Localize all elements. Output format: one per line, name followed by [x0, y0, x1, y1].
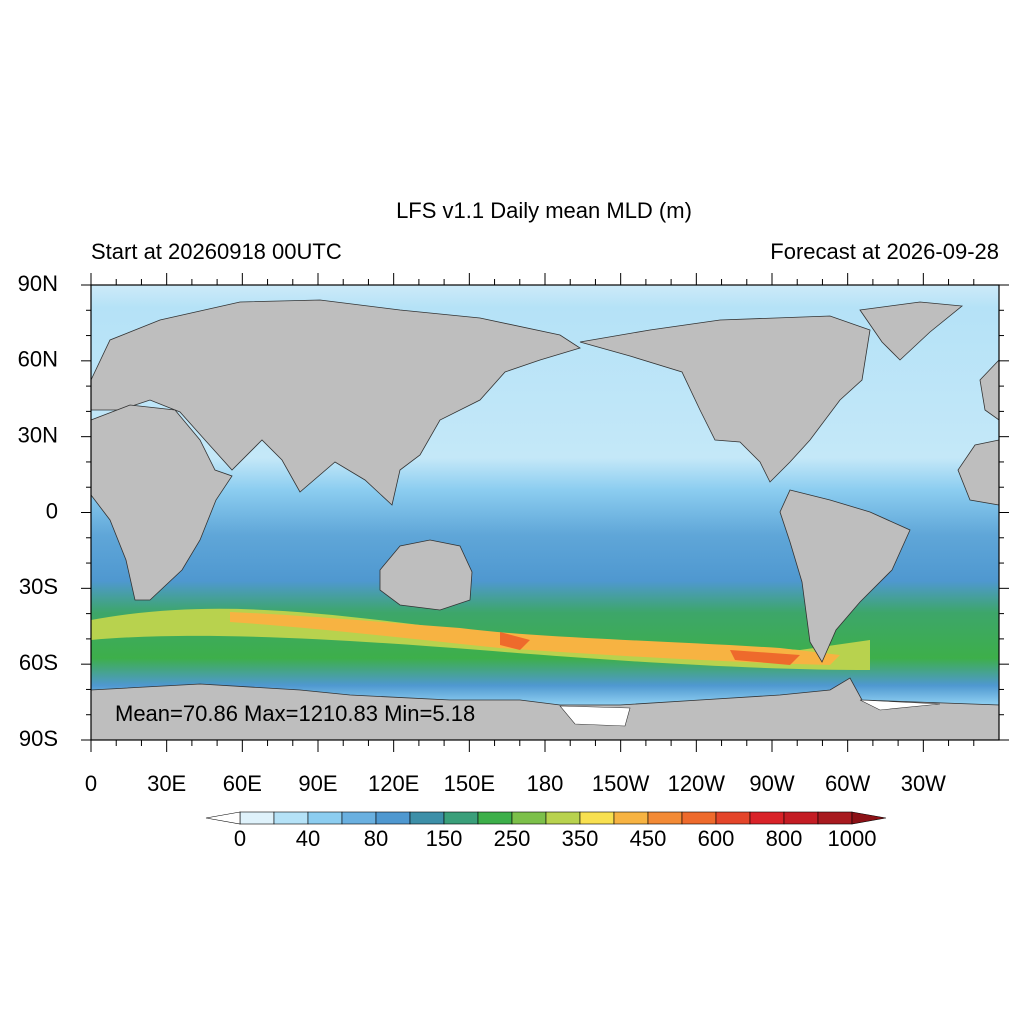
colorbar-label: 450: [630, 826, 667, 851]
colorbar-box: [613, 811, 649, 825]
south-america: [779, 489, 911, 663]
lat-label: 30N: [18, 422, 58, 447]
lon-label: 90W: [749, 771, 794, 796]
lon-label: 30E: [147, 771, 186, 796]
lat-label: 90N: [18, 271, 58, 296]
colorbar-box: [307, 811, 343, 825]
lat-label: 90S: [19, 726, 58, 751]
title: LFS v1.1 Daily mean MLD (m): [396, 198, 692, 223]
colorbar-label: 250: [494, 826, 531, 851]
stats-annotation: Mean=70.86 Max=1210.83 Min=5.18: [115, 701, 475, 726]
lon-label: 60E: [223, 771, 262, 796]
lat-label: 30S: [19, 574, 58, 599]
colorbar-label: 0: [234, 826, 246, 851]
colorbar-box: [375, 811, 411, 825]
colorbar-box: [545, 811, 581, 825]
australia: [379, 539, 473, 611]
lon-label: 120E: [368, 771, 419, 796]
left-string: Start at 20260918 00UTC: [91, 239, 342, 264]
colorbar-label: 1000: [828, 826, 877, 851]
lat-label: 0: [46, 498, 58, 523]
colorbar-box: [681, 811, 717, 825]
lat-label: 60S: [19, 650, 58, 675]
right-string: Forecast at 2026-09-28: [770, 239, 999, 264]
colorbar-label: 350: [562, 826, 599, 851]
colorbar-label: 600: [698, 826, 735, 851]
colorbar-under: [205, 811, 241, 825]
north-america: [579, 315, 871, 483]
colorbar-box: [647, 811, 683, 825]
lon-label: 0: [85, 771, 97, 796]
lat-label: 60N: [18, 347, 58, 372]
lon-label: 180: [527, 771, 564, 796]
colorbar-label: 800: [766, 826, 803, 851]
colorbar-box: [477, 811, 513, 825]
lon-label: 30W: [901, 771, 946, 796]
lon-label: 60W: [825, 771, 870, 796]
colorbar-box: [817, 811, 853, 825]
lon-label: 120W: [668, 771, 726, 796]
colorbar-box: [749, 811, 785, 825]
lon-label: 150W: [592, 771, 650, 796]
colorbar-box: [783, 811, 819, 825]
lon-label: 150E: [444, 771, 495, 796]
colorbar-box: [409, 811, 445, 825]
colorbar-box: [273, 811, 309, 825]
colorbar-box: [511, 811, 547, 825]
colorbar-label: 40: [296, 826, 320, 851]
africa: [90, 404, 233, 601]
peak-mld: [500, 632, 800, 665]
eurasia: [90, 299, 581, 506]
high-mld-streak: [230, 612, 840, 665]
colorbar-label: 150: [426, 826, 463, 851]
ice-shelf: [559, 699, 941, 727]
colorbar-box: [443, 811, 479, 825]
colorbar-box: [715, 811, 751, 825]
lon-label: 90E: [298, 771, 337, 796]
colorbar-box: [239, 811, 275, 825]
greenland: [859, 301, 964, 361]
colorbar-box: [341, 811, 377, 825]
colorbar-over: [851, 811, 887, 825]
colorbar-label: 80: [364, 826, 388, 851]
colorbar-box: [579, 811, 615, 825]
map: [90, 284, 1000, 741]
